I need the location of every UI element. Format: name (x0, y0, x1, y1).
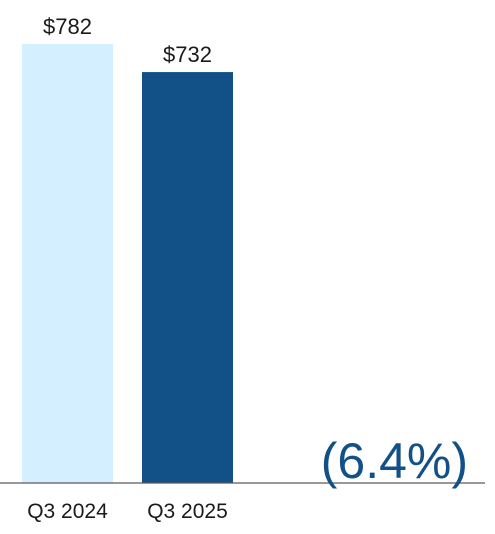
value-label-2: $732 (163, 42, 212, 67)
x-tick-label-2: Q3 2025 (147, 500, 228, 523)
percent-change-label: (6.4%) (321, 433, 468, 489)
x-tick-label-1: Q3 2024 (27, 500, 108, 523)
x-tick-labels: Q3 2024 Q3 2025 (27, 500, 228, 523)
value-labels: $782 $732 (43, 14, 212, 67)
value-label-1: $782 (43, 14, 92, 39)
bar-2 (142, 72, 233, 483)
bar-1 (22, 44, 113, 483)
bars (22, 44, 233, 483)
